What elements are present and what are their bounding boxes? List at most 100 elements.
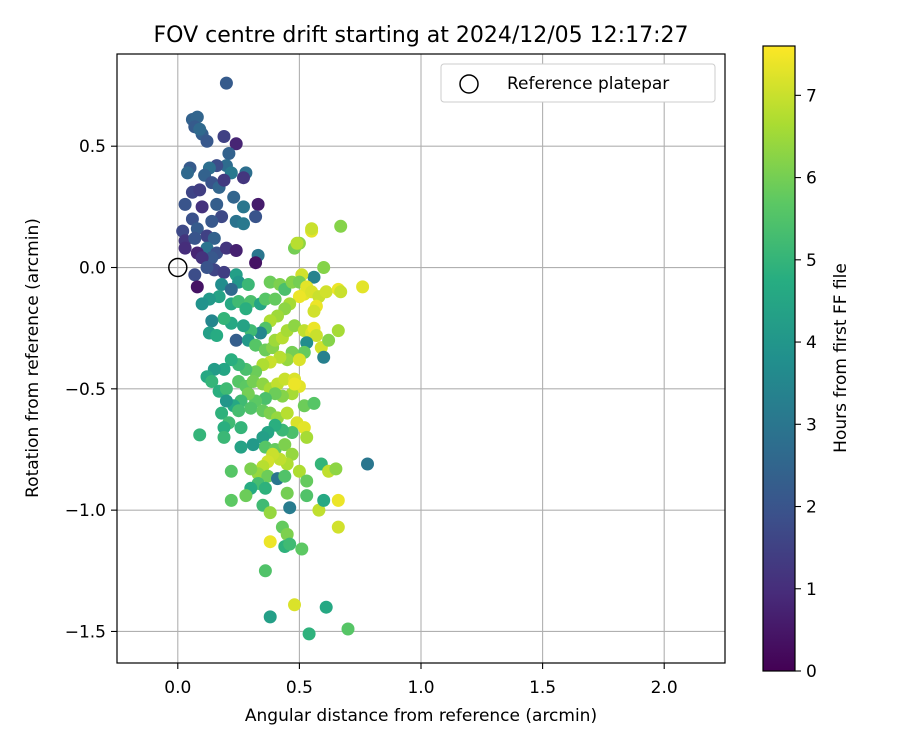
- data-point: [258, 292, 272, 306]
- data-point: [188, 268, 202, 282]
- y-axis-label: Rotation from reference (arcmin): [23, 218, 43, 498]
- data-point: [205, 214, 219, 228]
- data-point: [285, 447, 299, 461]
- data-point: [195, 200, 209, 214]
- colorbar: 0 1 2 3 4 5 6 7 Hours from first FF file: [762, 45, 851, 682]
- data-point: [219, 394, 233, 408]
- data-point: [246, 438, 260, 452]
- data-point: [280, 406, 294, 420]
- data-point: [237, 171, 250, 185]
- data-point: [190, 280, 204, 294]
- data-point: [217, 430, 231, 444]
- data-point: [185, 212, 199, 226]
- reference-platepar-marker: [168, 257, 188, 278]
- data-point: [222, 147, 236, 160]
- data-point: [237, 319, 250, 333]
- plot-area: 0.0 0.5 1.0 1.5 2.0 −1.5 −1.0 −0.5 0.0 0.5: [65, 53, 726, 698]
- data-point: [205, 375, 219, 388]
- data-point: [217, 421, 231, 435]
- x-ticks: 0.0 0.5 1.0 1.5 2.0: [164, 663, 678, 698]
- data-point: [280, 486, 294, 500]
- y-tick-label: 0.0: [79, 259, 106, 279]
- data-point: [356, 280, 370, 294]
- data-point: [258, 564, 272, 578]
- data-point: [273, 350, 287, 364]
- data-point: [263, 535, 277, 549]
- data-point: [329, 462, 343, 476]
- data-point: [309, 329, 323, 342]
- data-point: [239, 489, 253, 503]
- data-point: [205, 251, 219, 265]
- data-point: [292, 353, 306, 367]
- data-point: [300, 474, 314, 488]
- data-point: [193, 428, 207, 442]
- data-point: [254, 326, 267, 340]
- data-point: [181, 166, 194, 180]
- data-point: [300, 489, 314, 503]
- data-point: [297, 399, 311, 413]
- data-point: [237, 200, 250, 214]
- data-point: [215, 278, 229, 291]
- data-point: [319, 600, 333, 614]
- data-point: [283, 501, 297, 515]
- data-point: [217, 265, 231, 279]
- x-tick-label: 2.0: [651, 678, 678, 698]
- data-point: [224, 282, 238, 296]
- data-point: [317, 261, 331, 274]
- data-point: [176, 224, 190, 238]
- legend-open-circle-icon: [459, 74, 479, 94]
- data-point: [283, 537, 297, 551]
- y-tick-label: 0.5: [79, 137, 106, 157]
- data-point: [244, 401, 258, 415]
- legend-box: [440, 63, 716, 103]
- x-tick-label: 1.5: [529, 678, 556, 698]
- colorbar-tick-label: 3: [806, 415, 817, 435]
- data-point: [205, 314, 219, 328]
- chart-title: FOV centre drift starting at 2024/12/05 …: [154, 23, 689, 48]
- data-point: [297, 421, 311, 435]
- y-tick-label: −1.0: [65, 501, 106, 521]
- data-point: [288, 598, 301, 612]
- data-point: [234, 440, 248, 454]
- data-point: [178, 241, 192, 255]
- data-point: [302, 627, 316, 641]
- data-point: [224, 353, 238, 367]
- colorbar-tick-label: 7: [806, 86, 817, 106]
- data-point: [215, 406, 229, 420]
- x-tick-label: 0.0: [164, 678, 191, 698]
- data-point: [334, 219, 348, 233]
- data-point: [178, 197, 192, 211]
- data-point: [268, 387, 282, 401]
- x-axis-label: Angular distance from reference (arcmin): [245, 706, 597, 726]
- data-point: [241, 278, 255, 291]
- data-point: [322, 333, 336, 347]
- data-point: [288, 377, 301, 391]
- data-point: [334, 285, 348, 299]
- data-point: [224, 493, 238, 507]
- data-point: [361, 457, 374, 471]
- data-point: [217, 362, 231, 376]
- data-point: [227, 190, 241, 204]
- y-tick-label: −1.5: [65, 622, 106, 642]
- data-point: [193, 183, 207, 197]
- y-tick-label: −0.5: [65, 380, 106, 400]
- data-point: [341, 622, 355, 636]
- data-point: [317, 350, 331, 364]
- data-point: [258, 481, 272, 495]
- data-point: [249, 338, 263, 352]
- data-point: [261, 469, 275, 483]
- data-point: [285, 387, 299, 401]
- data-point: [237, 217, 250, 231]
- colorbar-gradient: [762, 45, 796, 672]
- data-point: [295, 542, 309, 556]
- legend: Reference platepar: [440, 63, 716, 103]
- data-point: [195, 251, 209, 265]
- colorbar-tick-label: 6: [806, 169, 817, 189]
- colorbar-label: Hours from first FF file: [831, 263, 851, 453]
- data-point: [219, 241, 233, 255]
- data-point: [305, 222, 319, 236]
- legend-label: Reference platepar: [507, 74, 669, 94]
- data-point: [317, 493, 331, 507]
- data-point: [258, 392, 272, 405]
